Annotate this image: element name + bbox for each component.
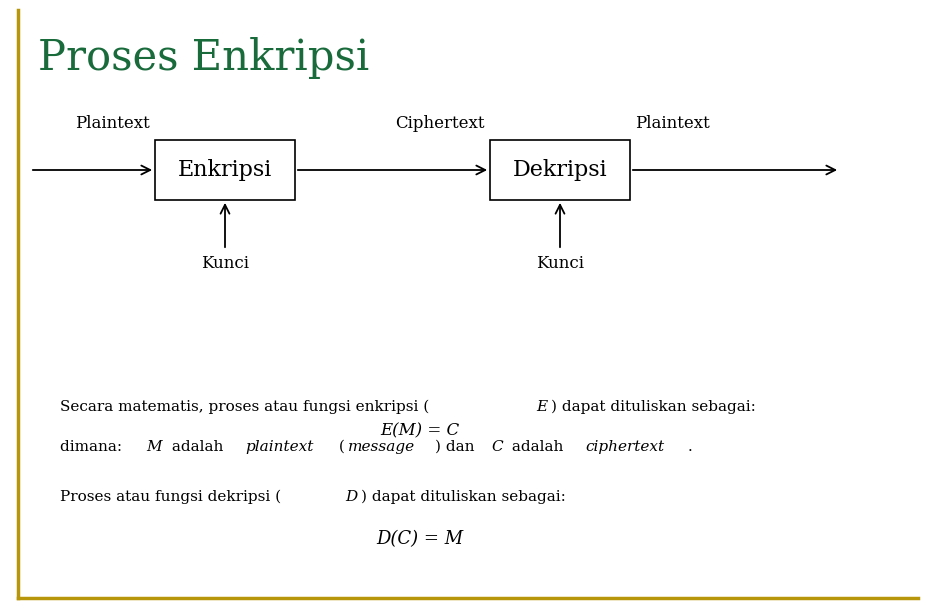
Bar <box>490 140 630 200</box>
Text: E(M) = C: E(M) = C <box>380 422 460 439</box>
Text: E: E <box>536 400 548 414</box>
Text: ) dapat dituliskan sebagai:: ) dapat dituliskan sebagai: <box>361 490 566 504</box>
Text: .: . <box>688 440 693 454</box>
Text: ) dapat dituliskan sebagai:: ) dapat dituliskan sebagai: <box>550 400 755 414</box>
Text: adalah: adalah <box>167 440 227 454</box>
Text: Enkripsi: Enkripsi <box>178 159 272 181</box>
Text: adalah: adalah <box>506 440 568 454</box>
Text: plaintext: plaintext <box>245 440 314 454</box>
Text: C: C <box>491 440 504 454</box>
Text: D(C) = M: D(C) = M <box>376 530 463 548</box>
Text: Proses Enkripsi: Proses Enkripsi <box>38 37 369 79</box>
Text: Plaintext: Plaintext <box>635 115 709 132</box>
Text: Kunci: Kunci <box>536 255 584 272</box>
Text: Secara matematis, proses atau fungsi enkripsi (: Secara matematis, proses atau fungsi enk… <box>60 400 430 414</box>
Text: Ciphertext: Ciphertext <box>396 115 485 132</box>
Text: (: ( <box>334 440 344 454</box>
Text: Plaintext: Plaintext <box>75 115 150 132</box>
Text: D: D <box>345 490 358 504</box>
Text: M: M <box>146 440 162 454</box>
Text: Kunci: Kunci <box>201 255 249 272</box>
Bar <box>155 140 295 200</box>
Text: Proses atau fungsi dekripsi (: Proses atau fungsi dekripsi ( <box>60 490 281 504</box>
Text: Dekripsi: Dekripsi <box>513 159 607 181</box>
Text: message: message <box>348 440 415 454</box>
Text: ciphertext: ciphertext <box>586 440 665 454</box>
Text: dimana:: dimana: <box>60 440 127 454</box>
Text: ) dan: ) dan <box>434 440 479 454</box>
